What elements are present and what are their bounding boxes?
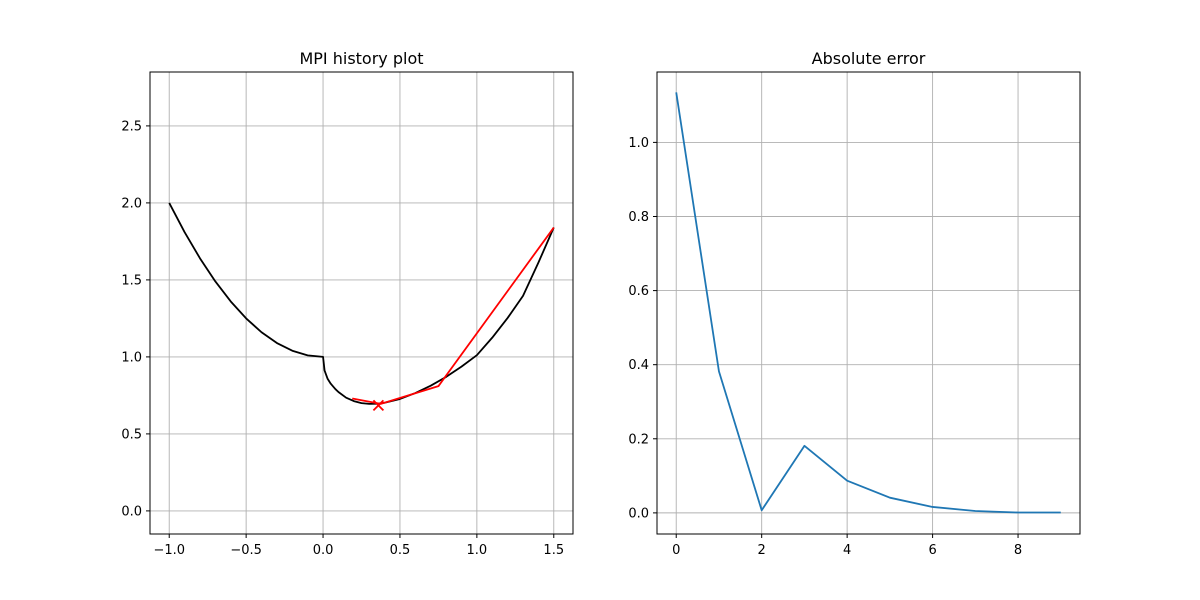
axes-frame — [656, 71, 1081, 535]
error-line — [675, 92, 1061, 514]
y-tick-label: 1.5 — [121, 273, 142, 288]
function-curve — [168, 202, 555, 405]
y-tick-label: 0.5 — [121, 427, 142, 442]
y-tick-label: 0.6 — [628, 284, 649, 299]
y-tick-label: 0.0 — [628, 506, 649, 521]
y-tick-label: 1.0 — [121, 350, 142, 365]
absolute-error-title: Absolute error — [812, 49, 926, 68]
x-tick-label: 1.5 — [543, 543, 564, 558]
x-tick-label: 2 — [758, 543, 766, 558]
iteration-history-line — [352, 227, 555, 405]
y-tick-label: 1.0 — [628, 136, 649, 151]
axes-frame — [149, 71, 574, 535]
x-tick-label: 8 — [1014, 543, 1022, 558]
x-tick-label: 1.0 — [467, 543, 488, 558]
minimum-marker — [372, 399, 385, 412]
y-tick-label: 0.4 — [628, 358, 649, 373]
y-tick-label: 0.8 — [628, 210, 649, 225]
series-group — [168, 202, 555, 412]
x-tick-label: 6 — [928, 543, 936, 558]
x-tick-label: −1.0 — [153, 543, 185, 558]
y-tick-label: 2.5 — [121, 119, 142, 134]
x-tick-label: −0.5 — [230, 543, 262, 558]
y-tick-label: 2.0 — [121, 196, 142, 211]
x-tick-label: 0.0 — [313, 543, 334, 558]
x-tick-label: 0.5 — [390, 543, 411, 558]
absolute-error-panel: Absolute error 0 2 4 6 8 0.0 0.2 0.4 0.6 0.8 1.0 — [628, 49, 1081, 558]
y-tick-label: 0.0 — [121, 504, 142, 519]
series-group — [675, 92, 1061, 514]
x-tick-label: 4 — [843, 543, 851, 558]
history-plot-panel: MPI history plot −1.0 −0.5 0.0 0.5 1.0 1.5 0.0… — [121, 49, 574, 558]
x-tick-label: 0 — [672, 543, 680, 558]
y-tick-label: 0.2 — [628, 432, 649, 447]
history-plot-title: MPI history plot — [299, 49, 423, 68]
